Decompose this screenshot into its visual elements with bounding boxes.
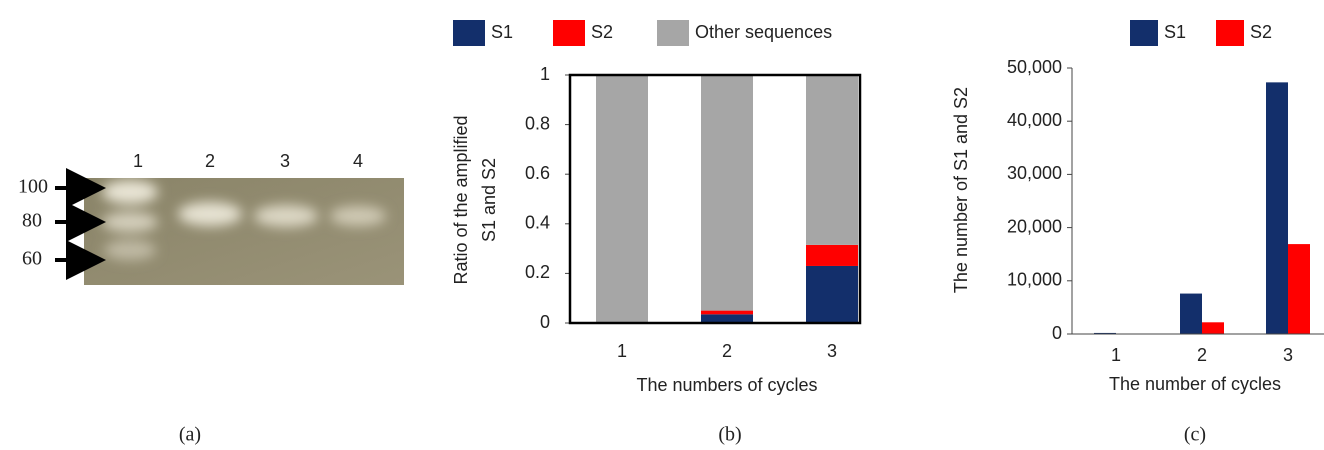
marker-label: 100 [18, 176, 48, 198]
legend-label: Other sequences [695, 22, 832, 42]
y-tick-label: 30,000 [1007, 163, 1062, 183]
x-axis-label: The numbers of cycles [636, 375, 817, 395]
lane-label: 4 [353, 151, 363, 171]
caption: (a) [179, 424, 201, 446]
y-tick-label: 20,000 [1007, 216, 1062, 236]
x-axis-label: The number of cycles [1109, 374, 1281, 394]
caption: (b) [718, 424, 741, 446]
y-tick-label: 0 [1052, 323, 1062, 343]
bar-segment [701, 75, 753, 311]
lane-label: 2 [205, 151, 215, 171]
plot-frame [568, 73, 862, 325]
bar-segment [701, 310, 753, 315]
marker-label: 60 [22, 248, 42, 270]
lane-label: 3 [280, 151, 290, 171]
legend-label: S2 [1250, 22, 1272, 42]
legend-label: S1 [1164, 22, 1186, 42]
y-tick-label: 0 [540, 312, 550, 332]
y-tick-label: 40,000 [1007, 110, 1062, 130]
chart: 0 0.2 0.4 0.6 0.8 1 1 2 3 S1 S2 Other sequences Rati… [451, 20, 862, 446]
legend-label: S1 [491, 22, 513, 42]
x-tick-label: 3 [1283, 345, 1293, 365]
lane-label: 1 [133, 151, 143, 171]
y-tick-label: 0.8 [525, 113, 550, 133]
x-tick-label: 3 [827, 341, 837, 361]
x-tick-label: 1 [1111, 345, 1121, 365]
caption: (c) [1184, 424, 1206, 446]
y-tick-label: 0.4 [525, 213, 550, 233]
y-tick-label: 1 [540, 64, 550, 84]
bar-segment [596, 75, 648, 323]
marker-label: 80 [22, 210, 42, 232]
bar [1180, 293, 1202, 334]
x-tick-label: 2 [722, 341, 732, 361]
x-tick-label: 2 [1197, 345, 1207, 365]
y-axis-label: S1 and S2 [479, 158, 499, 242]
bar [1266, 82, 1288, 334]
y-tick-label: 10,000 [1007, 270, 1062, 290]
legend-swatch [1216, 20, 1244, 46]
legend-swatch [453, 20, 485, 46]
bar-segment [701, 314, 753, 323]
y-tick-label: 0.6 [525, 163, 550, 183]
y-tick-label: 50,000 [1007, 57, 1062, 77]
bar [1094, 332, 1116, 334]
y-tick-label: 0.2 [525, 262, 550, 282]
bar-segment [806, 244, 858, 266]
bar-segment [806, 265, 858, 323]
legend-swatch [553, 20, 585, 46]
bar-segment [806, 75, 858, 245]
gel-panel: 100 80 60 1 2 3 4 (a) [18, 151, 404, 446]
chart: 0 10,000 20,000 30,000 40,000 50,000 1 2 3 S1 S2 Th… [951, 20, 1324, 446]
bar [1288, 244, 1310, 334]
x-tick-label: 1 [617, 341, 627, 361]
gel-bands [102, 180, 386, 260]
legend-swatch [657, 20, 689, 46]
legend-label: S2 [591, 22, 613, 42]
y-axis-label: The number of S1 and S2 [951, 87, 971, 293]
y-axis-label: Ratio of the amplified [451, 115, 471, 284]
bar [1202, 322, 1224, 334]
legend-swatch [1130, 20, 1158, 46]
